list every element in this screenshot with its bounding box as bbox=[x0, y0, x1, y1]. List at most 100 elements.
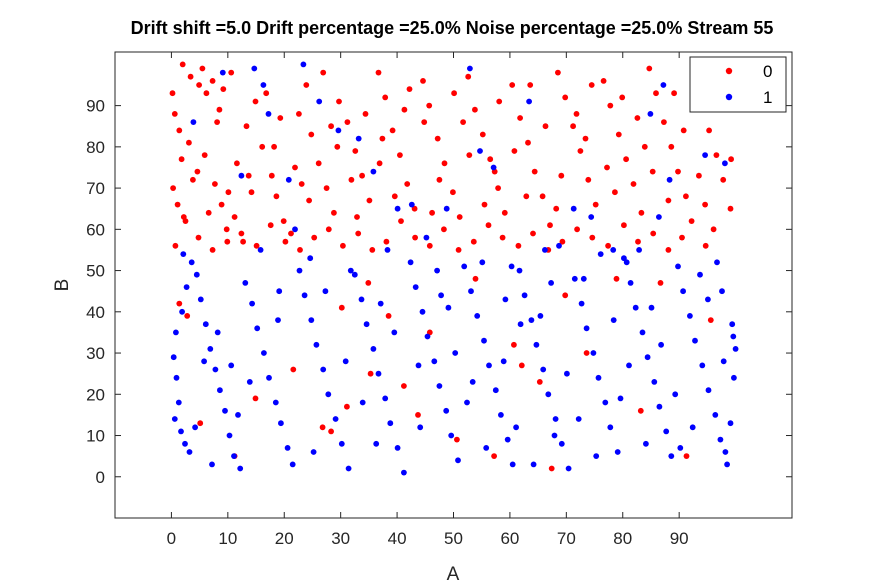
data-point-series-1 bbox=[284, 445, 291, 451]
data-point-series-1 bbox=[363, 321, 370, 328]
data-point-series-0 bbox=[450, 189, 456, 196]
data-point-series-0 bbox=[472, 275, 479, 282]
data-point-series-1 bbox=[614, 449, 621, 455]
data-point-series-1 bbox=[261, 350, 267, 356]
data-point-series-0 bbox=[216, 106, 223, 113]
data-point-series-1 bbox=[412, 284, 419, 290]
data-point-series-1 bbox=[528, 317, 535, 323]
data-point-series-1 bbox=[729, 321, 736, 328]
data-point-series-0 bbox=[675, 168, 681, 175]
data-point-series-1 bbox=[332, 416, 339, 422]
data-point-series-0 bbox=[178, 156, 185, 163]
data-point-series-1 bbox=[705, 296, 711, 303]
data-point-series-0 bbox=[308, 131, 315, 138]
data-point-series-0 bbox=[348, 176, 355, 183]
data-point-series-0 bbox=[634, 115, 641, 121]
data-point-series-0 bbox=[344, 403, 350, 410]
data-point-series-1 bbox=[516, 267, 523, 274]
data-point-series-0 bbox=[531, 168, 538, 175]
data-point-series-1 bbox=[202, 321, 209, 328]
data-point-series-0 bbox=[470, 238, 477, 245]
data-point-series-1 bbox=[565, 465, 572, 472]
data-point-series-1 bbox=[540, 366, 547, 373]
data-point-series-0 bbox=[588, 82, 595, 88]
data-point-series-1 bbox=[636, 247, 642, 253]
data-point-series-1 bbox=[377, 300, 384, 307]
data-point-series-0 bbox=[702, 201, 708, 208]
data-point-series-0 bbox=[515, 242, 522, 249]
x-tick-label: 0 bbox=[167, 529, 176, 548]
data-point-series-1 bbox=[602, 399, 609, 406]
data-point-series-0 bbox=[404, 181, 411, 187]
data-point-series-1 bbox=[643, 440, 649, 447]
data-point-series-1 bbox=[209, 461, 215, 468]
data-point-series-1 bbox=[292, 226, 298, 233]
data-point-series-0 bbox=[426, 242, 433, 249]
data-point-series-1 bbox=[335, 127, 342, 134]
data-point-series-1 bbox=[521, 292, 528, 299]
data-point-series-1 bbox=[384, 247, 391, 253]
data-point-series-1 bbox=[610, 247, 617, 253]
data-point-series-1 bbox=[207, 346, 214, 352]
data-point-series-0 bbox=[426, 102, 433, 109]
data-point-series-1 bbox=[504, 436, 511, 443]
data-point-series-1 bbox=[583, 325, 590, 332]
data-point-series-0 bbox=[382, 94, 389, 101]
data-point-series-0 bbox=[600, 78, 607, 84]
data-point-series-0 bbox=[190, 176, 196, 183]
data-point-series-0 bbox=[240, 238, 247, 245]
data-point-series-1 bbox=[182, 440, 188, 447]
data-point-series-1 bbox=[257, 247, 264, 253]
data-point-series-0 bbox=[589, 234, 596, 241]
data-point-series-1 bbox=[490, 164, 497, 171]
y-tick-label: 80 bbox=[86, 138, 105, 157]
data-point-series-1 bbox=[722, 160, 728, 167]
data-point-series-1 bbox=[593, 453, 600, 459]
data-point-series-0 bbox=[680, 127, 687, 134]
data-point-series-1 bbox=[588, 214, 595, 220]
y-tick-label: 10 bbox=[86, 427, 105, 446]
data-point-series-0 bbox=[668, 143, 675, 150]
data-point-series-0 bbox=[420, 78, 426, 84]
data-point-series-1 bbox=[212, 366, 219, 373]
data-point-series-1 bbox=[179, 308, 186, 315]
data-point-series-0 bbox=[441, 226, 447, 233]
data-point-series-0 bbox=[638, 209, 645, 216]
x-axis-label: A bbox=[447, 564, 460, 585]
data-point-series-0 bbox=[397, 152, 403, 159]
data-point-series-0 bbox=[268, 172, 275, 179]
data-point-series-0 bbox=[542, 123, 549, 130]
data-point-series-1 bbox=[455, 457, 461, 464]
data-point-series-1 bbox=[452, 350, 459, 356]
data-point-series-1 bbox=[666, 176, 673, 183]
data-point-series-1 bbox=[526, 98, 532, 105]
data-point-series-0 bbox=[176, 300, 183, 307]
data-point-series-0 bbox=[231, 214, 238, 220]
data-point-series-1 bbox=[621, 255, 627, 262]
data-point-series-0 bbox=[523, 193, 530, 200]
data-point-series-1 bbox=[175, 399, 182, 406]
data-point-series-1 bbox=[310, 449, 317, 455]
data-point-series-0 bbox=[441, 160, 448, 167]
data-point-series-1 bbox=[355, 135, 362, 142]
data-point-series-1 bbox=[251, 65, 258, 72]
data-point-series-0 bbox=[369, 247, 376, 253]
data-point-series-0 bbox=[607, 102, 614, 109]
data-point-series-0 bbox=[615, 131, 622, 138]
data-point-series-0 bbox=[306, 197, 312, 204]
data-point-series-1 bbox=[242, 280, 249, 286]
data-point-series-1 bbox=[431, 358, 438, 365]
data-point-series-1 bbox=[727, 420, 734, 427]
data-point-series-0 bbox=[263, 90, 270, 97]
data-point-series-0 bbox=[509, 82, 516, 88]
data-point-series-0 bbox=[292, 164, 298, 171]
y-tick-label: 30 bbox=[86, 344, 105, 363]
data-point-series-0 bbox=[713, 152, 720, 159]
data-point-series-1 bbox=[322, 288, 329, 295]
data-point-series-0 bbox=[325, 226, 332, 233]
data-point-series-1 bbox=[375, 370, 382, 377]
data-point-series-0 bbox=[311, 234, 318, 241]
data-point-series-0 bbox=[344, 119, 351, 125]
data-point-series-1 bbox=[358, 296, 365, 303]
data-point-series-0 bbox=[319, 424, 326, 431]
